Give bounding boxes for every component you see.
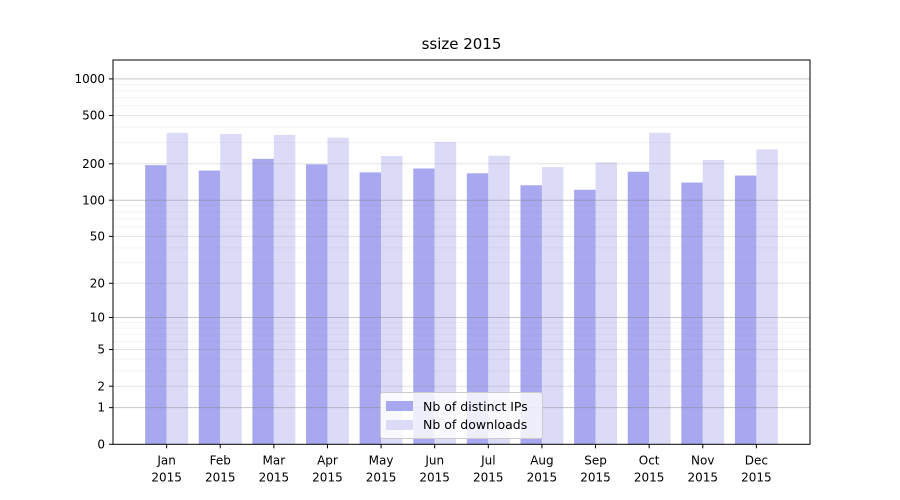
series-0: [145, 158, 757, 445]
gridlines: [113, 78, 810, 409]
x-tick-label-month: Jan: [156, 453, 176, 467]
x-tick-label-month: Jun: [424, 453, 444, 467]
x-tick-label-month: Jul: [480, 453, 495, 467]
bar: [166, 132, 189, 445]
bar: [595, 162, 617, 445]
x-tick-label-month: Aug: [530, 453, 553, 467]
y-tick-label: 20: [90, 276, 105, 290]
bar: [702, 160, 725, 445]
bar: [466, 173, 489, 445]
bar: [541, 167, 564, 445]
bar: [220, 134, 242, 445]
y-axis: 0 1 2 5 10 20 50 100 200 500 1000: [74, 72, 113, 451]
y-tick-label: 5: [97, 343, 105, 357]
legend: Nb of distinct IPs Nb of downloads: [380, 392, 543, 439]
bar: [306, 164, 328, 445]
y-tick-label: 10: [90, 311, 105, 325]
legend-label-downloads: Nb of downloads: [423, 417, 528, 433]
x-tick-label-year: 2015: [366, 470, 397, 484]
bar: [434, 141, 457, 445]
legend-swatch-downloads: [386, 419, 413, 430]
x-tick-label-month: Sep: [584, 453, 607, 467]
y-tick-label: 1: [97, 401, 105, 415]
x-tick-label-year: 2015: [634, 470, 665, 484]
bar: [327, 137, 349, 445]
bar: [627, 171, 650, 445]
legend-label-distinct-ips: Nb of distinct IPs: [423, 398, 528, 414]
y-tick-label: 0: [97, 437, 105, 451]
x-tick-label-year: 2015: [473, 470, 504, 484]
bar: [734, 175, 757, 445]
y-tick-label: 200: [82, 157, 105, 171]
y-tick-label: 1000: [74, 72, 105, 86]
bar: [681, 182, 703, 445]
legend-item-downloads: Nb of downloads: [386, 417, 536, 432]
series-1: [166, 132, 778, 445]
x-tick-label-year: 2015: [259, 470, 290, 484]
x-tick-label-month: May: [369, 453, 394, 467]
x-tick-label-month: Mar: [263, 453, 286, 467]
bar: [574, 189, 596, 445]
y-tick-label: 50: [90, 229, 105, 243]
bar: [381, 156, 403, 445]
x-tick-label-month: Dec: [745, 453, 768, 467]
x-tick-label-year: 2015: [741, 470, 772, 484]
bar: [359, 172, 382, 445]
legend-swatch-distinct-ips: [386, 401, 413, 412]
x-tick-label-year: 2015: [419, 470, 450, 484]
bar: [252, 158, 274, 445]
y-tick-label: 100: [82, 193, 105, 207]
legend-item-distinct-ips: Nb of distinct IPs: [386, 399, 536, 414]
x-tick-label-month: Apr: [317, 453, 338, 467]
bar: [520, 185, 542, 445]
bar: [488, 155, 510, 445]
bar: [198, 170, 221, 445]
x-tick-label-year: 2015: [527, 470, 558, 484]
x-tick-label-year: 2015: [312, 470, 343, 484]
bar: [145, 165, 167, 445]
x-tick-label-month: Oct: [639, 453, 660, 467]
x-tick-label-year: 2015: [151, 470, 182, 484]
y-tick-label: 500: [82, 109, 105, 123]
x-axis: Jan 2015 Feb 2015 Mar 2015 Apr 2015 May 2015 Jun 20…: [151, 444, 772, 484]
bar: [756, 149, 778, 445]
x-tick-label-month: Feb: [210, 453, 231, 467]
x-tick-label-year: 2015: [580, 470, 611, 484]
x-tick-label-year: 2015: [687, 470, 718, 484]
bars-layer: [145, 132, 778, 445]
y-tick-label: 2: [97, 379, 105, 393]
bar: [413, 168, 435, 445]
x-tick-label-year: 2015: [205, 470, 236, 484]
plot-border: [112, 59, 811, 445]
bar: [649, 132, 671, 445]
chart-title: ssize 2015: [421, 35, 502, 53]
bar: [273, 134, 296, 445]
x-tick-label-month: Nov: [691, 453, 714, 467]
